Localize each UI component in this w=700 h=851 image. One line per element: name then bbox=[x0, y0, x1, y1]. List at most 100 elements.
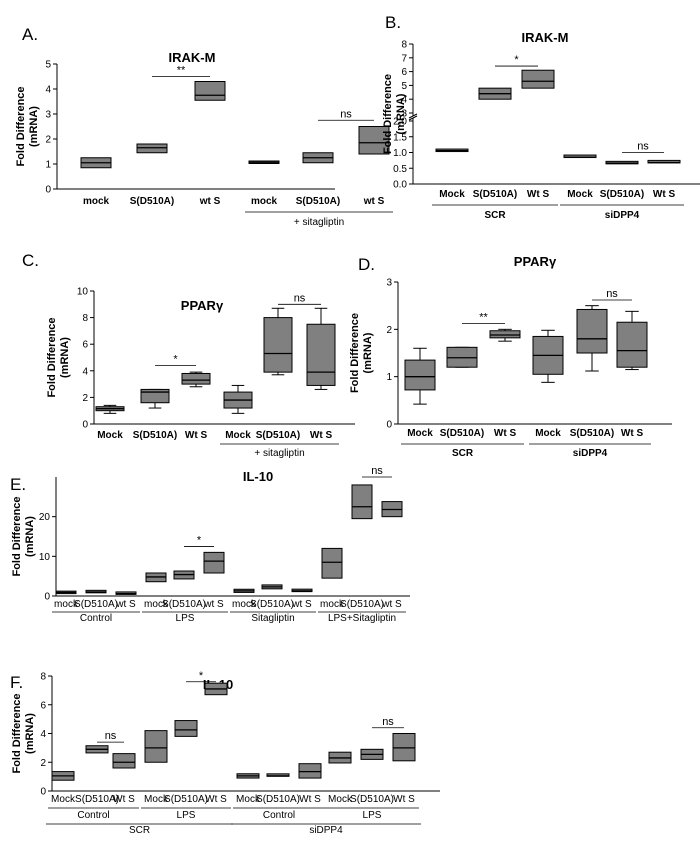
box-body bbox=[298, 763, 322, 779]
box-2 bbox=[446, 346, 478, 368]
x-category-label: S(D510A) bbox=[600, 189, 644, 200]
x-category-label: S(D510A) bbox=[340, 599, 384, 610]
box-4 bbox=[144, 730, 168, 763]
group-label: LPS+Sitagliptin bbox=[328, 613, 396, 624]
y-axis-label: Fold Difference(mRNA) bbox=[349, 313, 374, 393]
y-tick-label: 2 bbox=[45, 135, 51, 146]
y-tick-label: 5 bbox=[401, 81, 407, 92]
x-category-label: S(D510A) bbox=[164, 794, 208, 805]
x-category-label: wt S bbox=[115, 599, 136, 610]
x-category-label: mock bbox=[320, 599, 345, 610]
x-category-label: wt S bbox=[291, 599, 312, 610]
box-11 bbox=[351, 484, 373, 520]
y-axis-label: Fold Difference(mRNA) bbox=[11, 496, 36, 576]
y-axis-label-line1: Fold Difference bbox=[11, 496, 23, 576]
box-4 bbox=[248, 160, 280, 164]
y-tick-label: 20 bbox=[39, 512, 51, 523]
group-label: Control bbox=[77, 810, 109, 821]
box-9 bbox=[291, 588, 313, 593]
box-2 bbox=[136, 143, 168, 154]
y-tick-label: 0 bbox=[44, 592, 50, 603]
y-axis-label-line2: (mRNA) bbox=[362, 332, 374, 373]
box-6 bbox=[647, 159, 681, 164]
box-body bbox=[321, 547, 343, 579]
box-body bbox=[144, 730, 168, 763]
y-tick-label: 2.0 bbox=[393, 117, 407, 128]
panel-4: D. PPARγ Fold Difference(mRNA) 0 1 2 3 Mock S(D5… bbox=[349, 254, 672, 459]
x-category-label: Wt S bbox=[621, 428, 644, 439]
box-body bbox=[181, 372, 211, 385]
x-category-label: S(D510A) bbox=[256, 430, 300, 441]
x-category-label: Mock bbox=[51, 794, 76, 805]
box-6 bbox=[616, 310, 648, 371]
y-axis-label-line1: Fold Difference bbox=[11, 693, 23, 773]
box-10 bbox=[328, 751, 352, 764]
box-body bbox=[112, 753, 136, 769]
box-body bbox=[194, 81, 226, 101]
box-2 bbox=[478, 87, 512, 100]
y-tick-label: 1.0 bbox=[393, 148, 407, 159]
box-4 bbox=[563, 154, 597, 159]
significance-label: ns bbox=[294, 292, 306, 304]
group-label: siDPP4 bbox=[573, 448, 608, 459]
box-2 bbox=[85, 589, 107, 594]
group-label: + sitagliptin bbox=[294, 217, 344, 228]
x-category-label: Mock bbox=[407, 428, 433, 439]
significance-label: ** bbox=[177, 65, 186, 77]
box-1 bbox=[55, 590, 77, 595]
y-tick-label: 4 bbox=[82, 366, 88, 377]
significance-label: ns bbox=[606, 288, 618, 300]
box-6 bbox=[306, 307, 336, 390]
panel-title: IL-10 bbox=[243, 469, 273, 484]
y-tick-label: 8 bbox=[82, 313, 88, 324]
x-category-label: Wt S bbox=[205, 794, 227, 805]
y-tick-label: 0.5 bbox=[393, 164, 407, 175]
box-5 bbox=[605, 160, 639, 165]
box-body bbox=[263, 317, 293, 373]
group-label: LPS bbox=[176, 613, 195, 624]
x-category-label: S(D510A) bbox=[162, 599, 206, 610]
x-category-label: S(D510A) bbox=[75, 794, 119, 805]
box-1 bbox=[404, 347, 436, 405]
y-tick-label: 3 bbox=[386, 278, 392, 289]
box-3 bbox=[521, 69, 555, 89]
box-12 bbox=[392, 733, 416, 762]
y-tick-label: 2 bbox=[40, 758, 46, 769]
box-5 bbox=[576, 305, 608, 372]
supergroup-label: SCR bbox=[129, 825, 150, 836]
box-7 bbox=[236, 773, 260, 779]
x-category-label: Mock bbox=[236, 794, 261, 805]
y-axis-label: Fold Difference(mRNA) bbox=[46, 317, 71, 397]
box-2 bbox=[140, 388, 170, 409]
axes bbox=[90, 290, 355, 425]
x-category-label: Wt S bbox=[527, 189, 550, 200]
panel-title: IRAK-M bbox=[169, 50, 216, 65]
axes bbox=[408, 43, 700, 185]
x-category-label: S(D510A) bbox=[296, 196, 340, 207]
y-tick-label: 2 bbox=[386, 325, 392, 336]
x-category-label: Wt S bbox=[393, 794, 415, 805]
box-3 bbox=[194, 81, 226, 101]
significance-label: * bbox=[197, 534, 202, 546]
x-category-label: Mock bbox=[439, 189, 465, 200]
box-body bbox=[576, 308, 608, 354]
y-tick-label: 4 bbox=[45, 85, 51, 96]
panel-title: PPARγ bbox=[514, 254, 557, 269]
box-6 bbox=[203, 551, 225, 574]
x-category-label: S(D510A) bbox=[350, 794, 394, 805]
box-body bbox=[489, 330, 521, 339]
y-tick-label: 3 bbox=[401, 109, 407, 120]
x-category-label: wt S bbox=[381, 599, 402, 610]
box-8 bbox=[261, 584, 283, 590]
x-category-label: S(D510A) bbox=[133, 430, 177, 441]
significance-label: * bbox=[199, 670, 204, 682]
y-tick-label: 6 bbox=[40, 700, 46, 711]
box-11 bbox=[360, 748, 384, 760]
axes bbox=[52, 477, 410, 597]
x-category-label: wt S bbox=[199, 196, 221, 207]
x-category-label: Mock bbox=[225, 430, 251, 441]
axis-break-mark bbox=[408, 113, 418, 119]
significance-label: * bbox=[514, 54, 519, 66]
